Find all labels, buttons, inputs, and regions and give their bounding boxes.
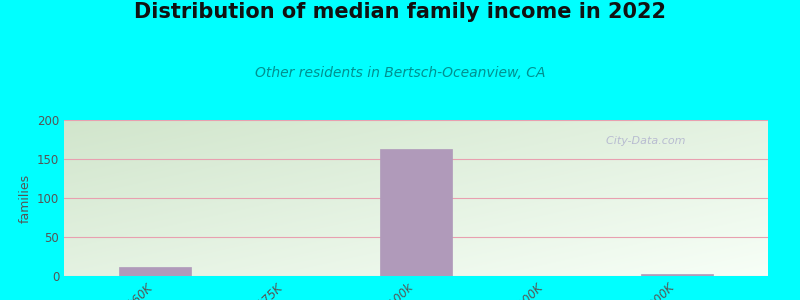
Y-axis label: families: families bbox=[18, 173, 31, 223]
Bar bbox=[641, 274, 713, 276]
Bar bbox=[380, 149, 452, 276]
Text: Distribution of median family income in 2022: Distribution of median family income in … bbox=[134, 2, 666, 22]
Text: City-Data.com: City-Data.com bbox=[599, 136, 686, 146]
Bar bbox=[119, 267, 191, 276]
Text: Other residents in Bertsch-Oceanview, CA: Other residents in Bertsch-Oceanview, CA bbox=[254, 66, 546, 80]
